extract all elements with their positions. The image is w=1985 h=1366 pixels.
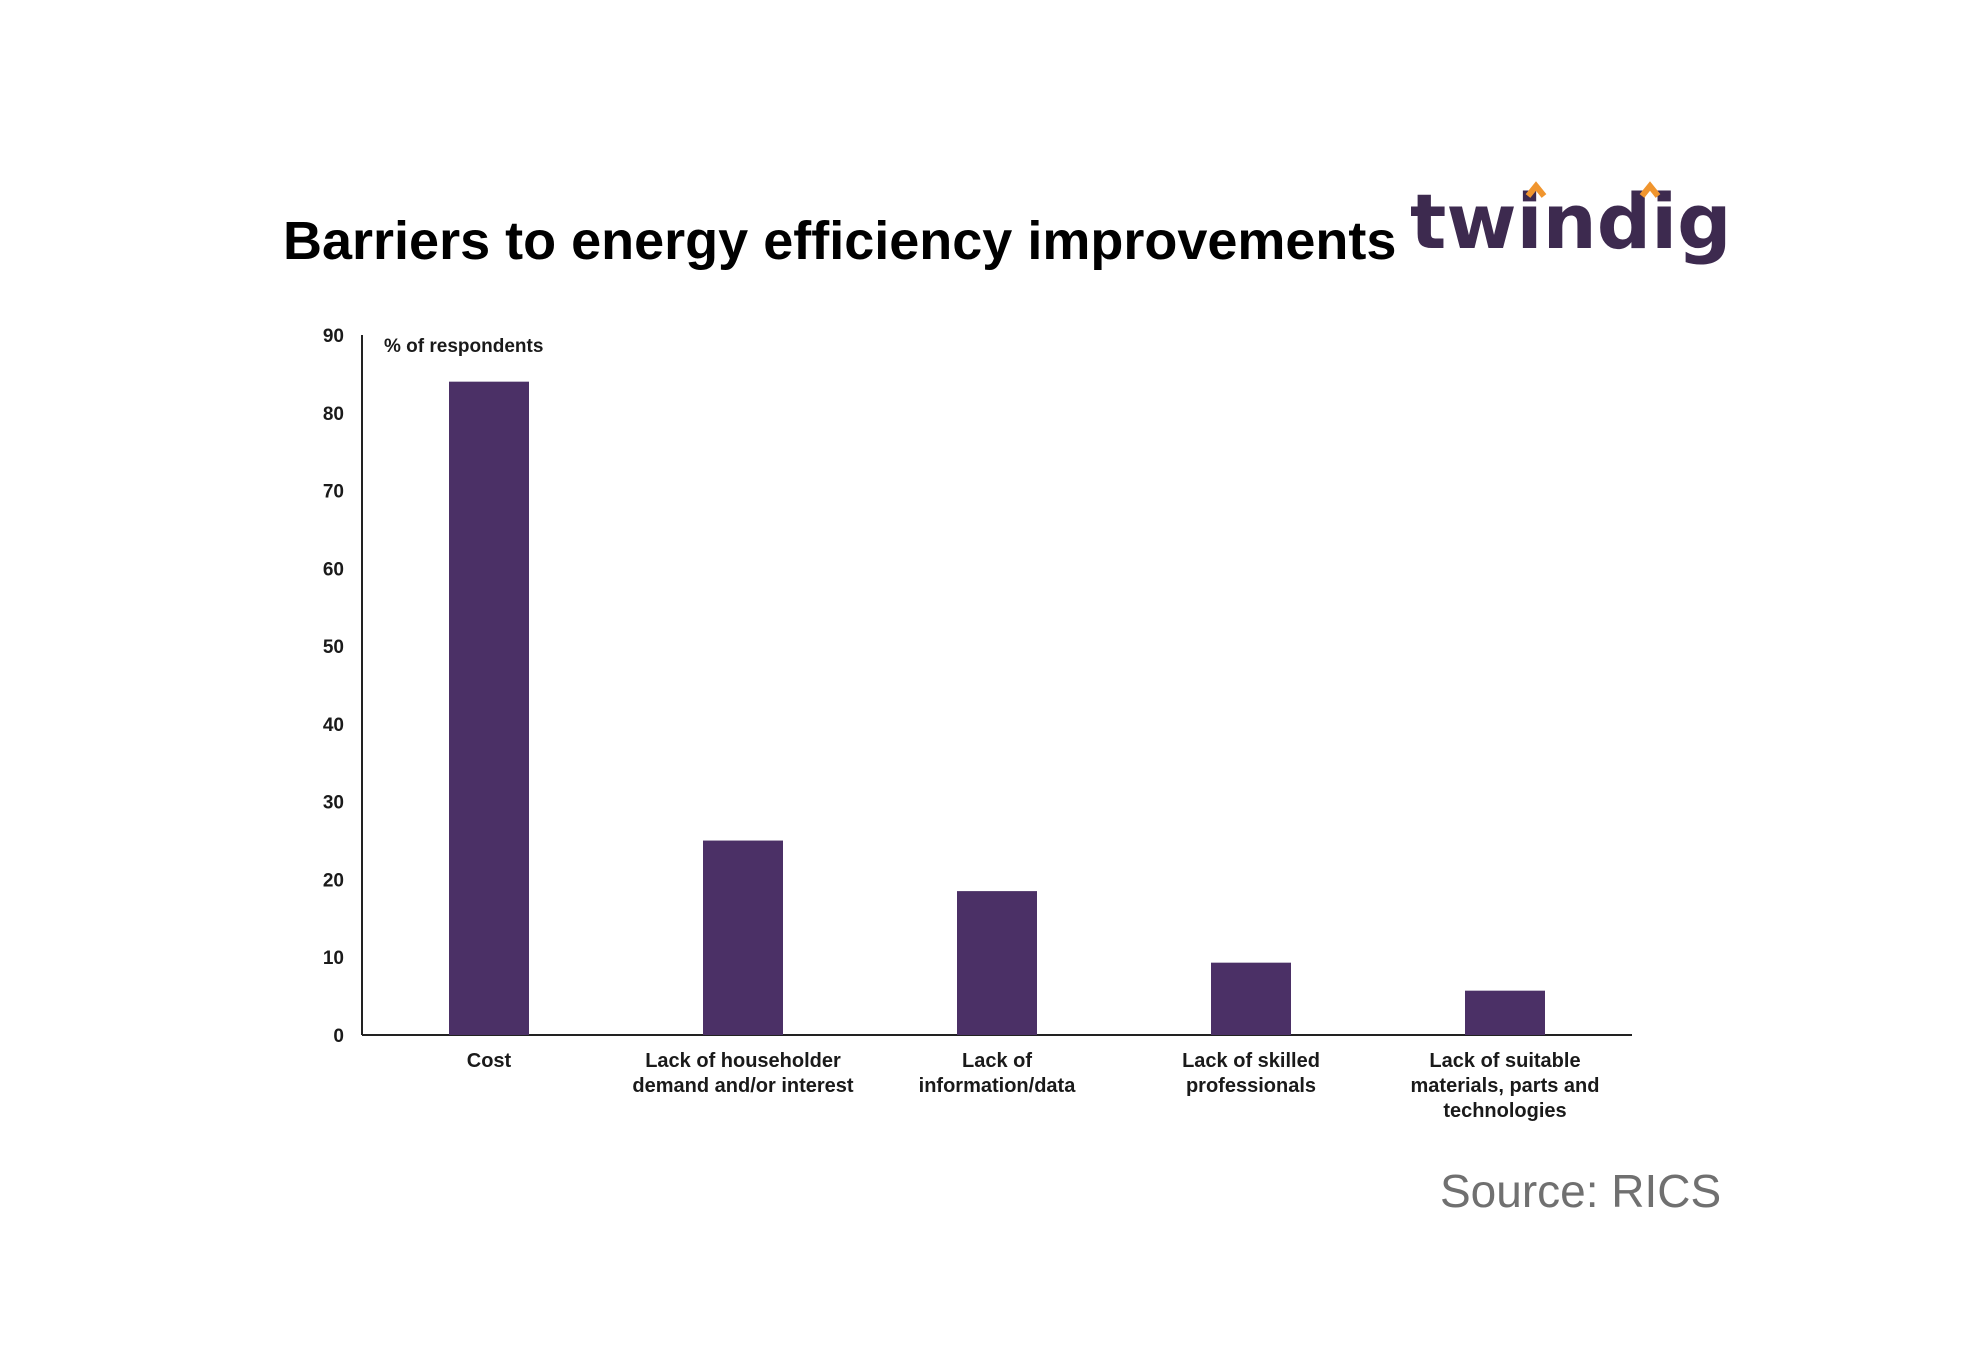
y-tick-label: 40 xyxy=(323,715,344,736)
bar xyxy=(449,381,529,1036)
y-tick-label: 90 xyxy=(323,326,344,347)
y-axis-label: % of respondents xyxy=(384,336,543,357)
x-tick-label: Lack of skilled xyxy=(1182,1050,1320,1072)
x-tick-label: Lack of xyxy=(962,1050,1032,1072)
y-tick-label: 10 xyxy=(323,948,344,969)
y-tick-label: 20 xyxy=(323,870,344,891)
bar xyxy=(1211,962,1291,1035)
chart-title: Barriers to energy efficiency improvemen… xyxy=(283,211,1397,271)
y-tick-label: 70 xyxy=(323,482,344,503)
y-axis: 0 10 20 30 40 50 60 70 80 90 xyxy=(323,326,363,1047)
source-note: Source: RICS xyxy=(1440,1165,1722,1217)
x-tick-label: Lack of householder xyxy=(645,1050,841,1072)
bars xyxy=(449,381,1545,1036)
logo-roof-accent-icon xyxy=(1525,181,1547,198)
x-tick-label: Lack of suitable xyxy=(1429,1050,1580,1072)
logo-text: twindig xyxy=(1410,178,1730,266)
y-tick-label: 0 xyxy=(333,1026,344,1047)
x-tick-label: demand and/or interest xyxy=(632,1075,853,1097)
bar xyxy=(957,891,1037,1035)
y-tick-label: 80 xyxy=(323,404,344,425)
bar xyxy=(703,840,783,1035)
x-tick-label: professionals xyxy=(1186,1075,1316,1097)
logo-roof-accent-icon xyxy=(1639,181,1661,198)
y-tick-label: 60 xyxy=(323,559,344,580)
x-tick-label: technologies xyxy=(1443,1100,1566,1122)
x-axis: Cost Lack of householder demand and/or int… xyxy=(362,1034,1632,1122)
y-tick-label: 30 xyxy=(323,793,344,814)
twindig-logo: twindig xyxy=(1410,178,1730,266)
x-tick-label: materials, parts and xyxy=(1411,1075,1600,1097)
x-tick-label: Cost xyxy=(467,1050,512,1072)
bar xyxy=(1465,990,1545,1035)
x-tick-label: information/data xyxy=(919,1075,1077,1097)
y-tick-label: 50 xyxy=(323,637,344,658)
